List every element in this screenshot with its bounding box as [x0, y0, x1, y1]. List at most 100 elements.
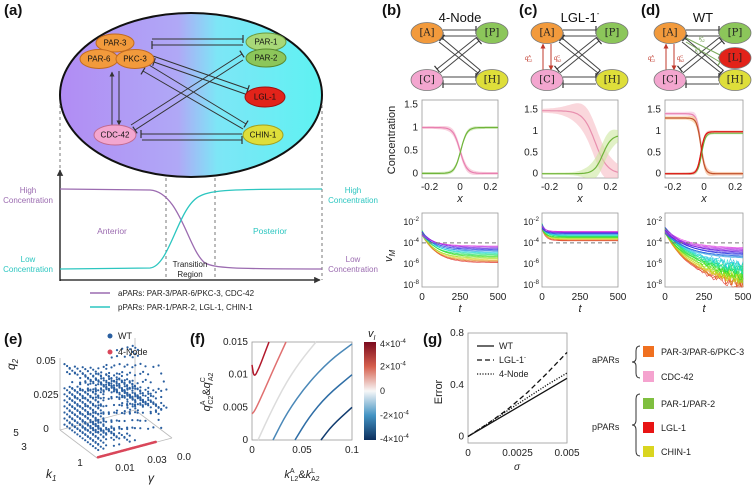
data-point-wt: [134, 401, 137, 404]
data-point-wt: [110, 379, 113, 383]
data-point-wt: [102, 412, 105, 415]
transition-l1: Transition: [173, 260, 208, 269]
data-point-wt: [133, 385, 137, 388]
data-point-wt: [97, 421, 100, 424]
node-shape: [475, 22, 509, 44]
x-tick-label: 1: [77, 458, 83, 469]
x-tick-label: 0.05: [292, 445, 312, 456]
tick-exp: -4: [400, 360, 406, 367]
node-pkc3: PKC-3: [115, 49, 155, 69]
data-point-wt: [118, 372, 121, 376]
title-text: LGL-1: [561, 10, 597, 25]
y-tick-label: 0.015: [223, 337, 248, 348]
data-point-wt: [134, 352, 137, 355]
data-point-wt: [94, 412, 97, 415]
data-point-wt: [134, 387, 137, 390]
trajectory-line: [664, 232, 744, 252]
data-point-wt: [113, 411, 116, 414]
data-point-wt: [81, 420, 84, 423]
data-point-wt: [105, 404, 108, 407]
data-point-wt: [94, 419, 97, 422]
data-point-wt: [102, 447, 105, 450]
data-point-wt: [112, 384, 115, 387]
label-sup: L: [702, 35, 704, 39]
series-line: [665, 131, 743, 175]
label-sup: L: [311, 468, 315, 475]
trajectory-line: [541, 225, 618, 235]
node-label: [C]: [662, 75, 678, 86]
node-shape: [475, 69, 509, 91]
data-point-wt: [115, 372, 118, 375]
network-title: 4-Node: [439, 10, 482, 25]
data-point-wt: [91, 397, 95, 400]
confidence-band: [542, 129, 618, 178]
data-point-wt: [99, 439, 102, 442]
y-axis-label: qAC2&qCA2: [200, 372, 215, 411]
data-point-wt: [121, 371, 124, 374]
data-point-wt: [79, 399, 82, 402]
data-point-wt: [139, 392, 142, 395]
plot-area: [421, 99, 499, 179]
data-point-wt: [113, 374, 116, 377]
node-label: [H]: [484, 75, 501, 86]
trajectory-line: [421, 232, 499, 260]
data-point-wt: [89, 396, 92, 399]
series-line: [422, 126, 498, 174]
legend-color-swatch: [643, 371, 654, 382]
data-point-wt: [71, 387, 74, 390]
data-point-wt: [128, 371, 132, 374]
data-point-wt: [121, 347, 124, 350]
label-base: k: [46, 467, 53, 481]
data-point-wt: [123, 396, 126, 399]
color-legend: aPARs pPARs PAR-3/PAR-6/PKC-3 CDC-42 PAR-1…: [592, 345, 744, 457]
y-tick-label: 1.5: [524, 104, 538, 115]
data-point-wt: [94, 399, 97, 402]
tick-exp: -4: [656, 237, 662, 244]
data-point-wt: [76, 427, 79, 431]
node-label: PAR-6: [88, 55, 112, 64]
y-tick-label: 1: [412, 123, 418, 134]
high-left-l1: High: [20, 186, 36, 195]
data-point-wt: [141, 411, 144, 414]
panel-label-b: (b): [382, 2, 401, 19]
transition-l2: Region: [177, 270, 202, 279]
inhibition-edge: [558, 34, 601, 71]
data-point-wt: [91, 439, 95, 442]
x-axis-label: t: [702, 303, 706, 315]
legend-item-label: LGL-1: [661, 423, 686, 433]
high-right-l1: High: [345, 186, 361, 195]
data-point-wt: [102, 431, 105, 434]
data-point-wt: [121, 389, 124, 393]
data-point-wt: [97, 380, 100, 383]
y-axis-label: Concentration: [386, 106, 398, 175]
data-point-wt: [136, 419, 139, 422]
inhibition-edge: [152, 55, 250, 93]
data-point-wt: [79, 376, 82, 380]
rate-label: kL A2: [699, 35, 705, 43]
data-point-wt: [160, 426, 163, 429]
label-sup: A: [651, 54, 654, 59]
data-point-wt: [68, 422, 71, 425]
x-tick-label: 0: [249, 445, 255, 456]
data-point-wt: [97, 404, 100, 407]
data-point-wt: [107, 397, 110, 400]
data-point-wt: [139, 386, 142, 389]
legend-label: LGL-1-: [499, 355, 526, 365]
data-point-wt: [142, 370, 145, 373]
data-point-wt: [102, 420, 105, 423]
label-sub: A2: [700, 39, 704, 43]
data-point-wt: [126, 378, 129, 381]
y-tick-label: 0.005: [223, 402, 248, 413]
data-point-wt: [68, 397, 71, 401]
data-point-wt: [154, 391, 157, 394]
y-tick-label: 10-2: [523, 216, 539, 227]
data-point-wt: [94, 425, 97, 428]
data-point-wt: [115, 355, 119, 358]
trajectory-line: [541, 226, 618, 232]
label-and: &: [201, 388, 213, 396]
data-point-wt: [73, 396, 77, 399]
label-sub: C2: [208, 396, 215, 405]
network-title: LGL-1-: [561, 9, 600, 25]
z-tick-label: 0.05: [36, 356, 56, 367]
